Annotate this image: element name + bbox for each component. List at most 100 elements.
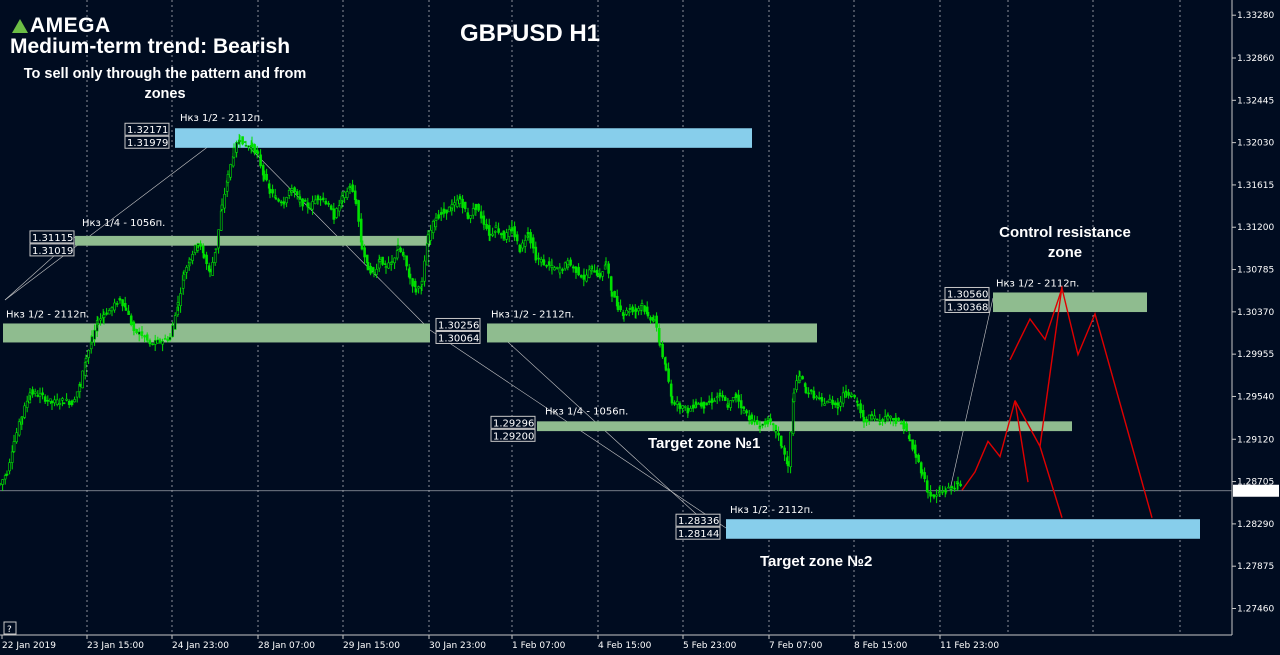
control-resistance-label: Control resistance zone [999,224,1131,261]
candle-145 [301,198,304,211]
candle-129 [268,183,272,199]
candle-67 [140,325,144,339]
candle-443 [899,420,903,425]
candle-178 [369,262,372,276]
candle-297 [607,261,610,279]
candle-45 [96,316,100,328]
candle-397 [807,387,810,398]
y-tick-label-5: 1.31200 [1237,223,1274,233]
candle-324 [661,340,664,359]
candle-154 [321,192,325,203]
zone-upper-value-3: 1.29296 [493,418,534,429]
candle-22 [49,398,52,405]
candle-37 [81,370,84,389]
zone-6 [726,519,1200,539]
candle-205 [423,255,426,287]
candle-249 [510,221,514,235]
candle-14 [28,388,32,401]
candle-153 [319,195,322,206]
candle-21 [46,395,50,406]
zone-label-5: Нкз 1/2 - 2112п. [180,113,263,124]
candle-460 [932,494,936,500]
candle-381 [774,426,778,438]
candle-299 [610,289,614,303]
candle-190 [393,257,396,270]
candle-212 [437,209,440,220]
candle-261 [534,249,538,260]
candle-2 [3,473,7,485]
candle-435 [883,409,887,425]
candle-207 [426,230,430,245]
candle-105 [220,198,224,212]
candle-320 [652,315,656,323]
candle-121 [253,143,256,156]
candle-158 [329,204,333,211]
candle-278 [569,257,572,267]
candle-43 [93,324,96,346]
candle-423 [859,399,862,419]
candle-286 [585,269,588,283]
brand-logo: AMEGA [12,14,111,38]
candle-408 [828,397,832,403]
candle-269 [550,260,554,275]
candle-133 [277,197,280,203]
zone-upper-box-3 [490,415,536,429]
candle-49 [105,308,108,316]
candle-235 [482,214,486,231]
candle-195 [402,254,406,261]
corner-box-glyph: ? [7,625,12,635]
candle-217 [447,206,451,213]
candle-94 [199,240,202,251]
candle-69 [145,332,149,343]
candle-461 [935,489,938,504]
y-tick-label-7: 1.30370 [1237,308,1274,318]
candle-6 [12,434,16,453]
candle-224 [461,195,464,214]
candle-347 [707,395,711,406]
connector-line-2 [231,129,431,331]
candle-11 [23,402,26,420]
candle-211 [434,213,438,221]
logo-triangle-icon [12,19,28,33]
candle-265 [542,260,546,267]
candle-171 [354,193,358,206]
candle-30 [67,399,71,409]
candle-124 [259,149,262,169]
candle-276 [566,257,570,271]
candle-401 [815,395,818,401]
candle-281 [574,268,578,279]
candle-441 [894,415,898,424]
candle-413 [839,396,842,412]
zone-upper-value-0: 1.31115 [32,233,73,244]
candle-141 [293,186,296,198]
candle-250 [513,221,516,241]
corner-box [3,621,17,635]
zone-upper-value-2: 1.30256 [438,320,479,331]
zone-upper-value-6: 1.28336 [678,516,719,527]
candle-84 [179,287,182,313]
candle-229 [471,202,475,220]
candle-306 [625,307,628,317]
candle-100 [211,256,214,277]
candle-40 [87,349,90,364]
y-tick-label-4: 1.31615 [1237,181,1274,191]
candle-220 [453,196,456,212]
zone-4 [993,292,1147,313]
candle-342 [697,402,700,406]
candle-140 [290,188,294,192]
candle-243 [499,232,503,239]
candle-308 [628,304,632,311]
candle-233 [479,205,483,224]
zone-upper-box-4 [944,286,990,300]
candle-157 [327,200,330,207]
candle-321 [655,312,658,332]
candle-365 [742,406,746,414]
candle-48 [102,311,106,325]
candle-425 [862,412,866,428]
candle-387 [786,456,790,473]
candle-359 [731,396,735,403]
candle-169 [351,179,354,193]
trend-heading: Medium-term trend: Bearish [10,35,291,58]
